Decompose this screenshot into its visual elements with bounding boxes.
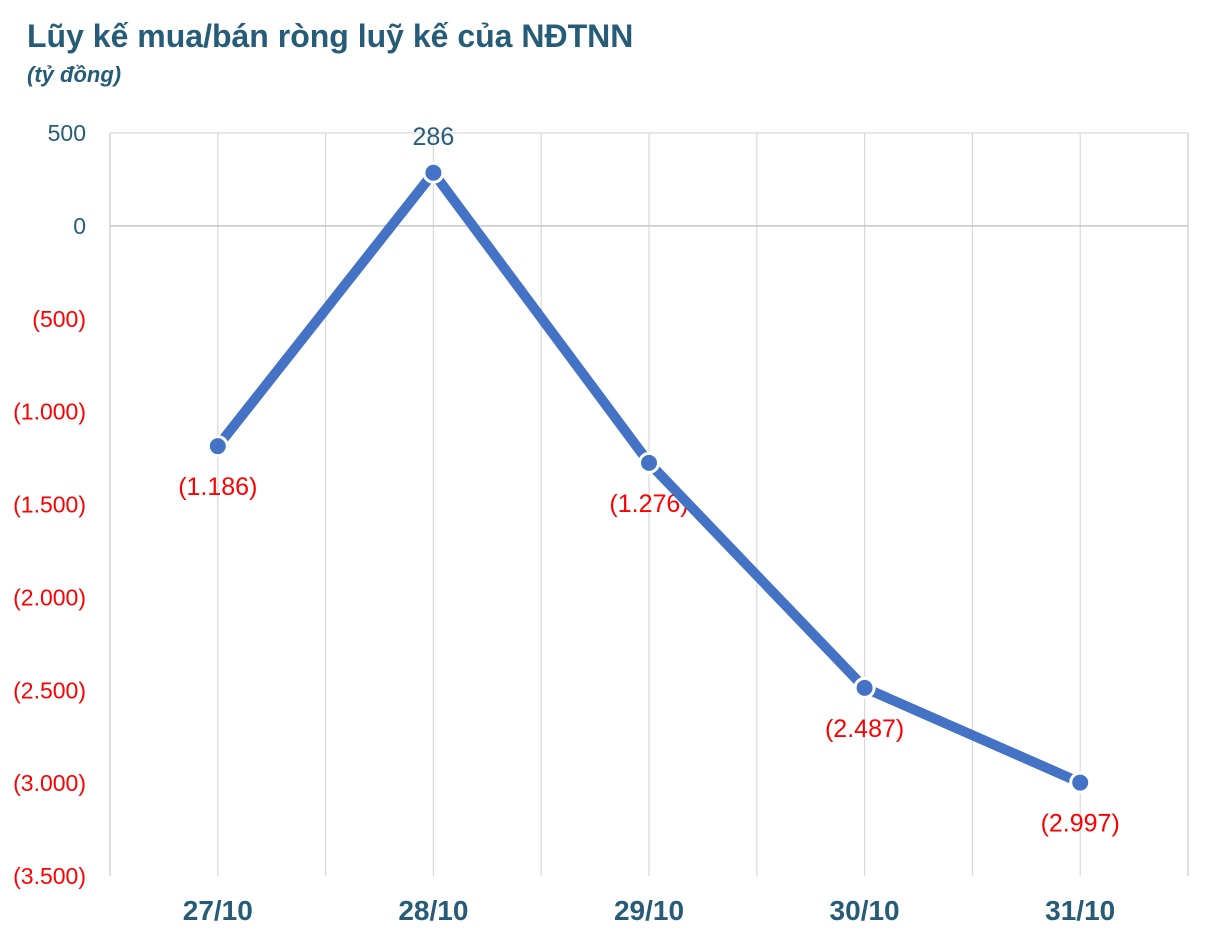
x-tick-label: 31/10 bbox=[1045, 895, 1115, 926]
y-tick-label: (2.000) bbox=[13, 584, 86, 610]
data-point-marker bbox=[853, 676, 876, 699]
data-point-label: (1.186) bbox=[178, 473, 257, 501]
chart-title: Lũy kế mua/bán ròng luỹ kế của NĐTNN bbox=[27, 18, 634, 54]
y-tick-label: (3.000) bbox=[13, 770, 86, 796]
chart-unit-subtitle: (tỷ đồng) bbox=[27, 62, 122, 87]
data-point-label: 286 bbox=[413, 123, 455, 151]
y-tick-label: 0 bbox=[73, 213, 86, 239]
data-point-marker bbox=[422, 161, 445, 184]
x-tick-label: 29/10 bbox=[614, 895, 684, 926]
y-tick-label: (3.500) bbox=[13, 863, 86, 889]
y-tick-label: (1.500) bbox=[13, 492, 86, 518]
data-point-label: (2.997) bbox=[1041, 810, 1120, 838]
data-point-label: (2.487) bbox=[825, 715, 904, 743]
x-tick-label: 30/10 bbox=[830, 895, 900, 926]
y-tick-label: (1.000) bbox=[13, 399, 86, 425]
data-point-marker bbox=[206, 435, 229, 458]
x-tick-label: 27/10 bbox=[183, 895, 253, 926]
y-tick-label: (2.500) bbox=[13, 677, 86, 703]
data-point-marker bbox=[1069, 771, 1092, 794]
x-tick-label: 28/10 bbox=[398, 895, 468, 926]
y-tick-label: 500 bbox=[48, 120, 86, 146]
y-tick-label: (500) bbox=[32, 306, 86, 332]
data-point-marker bbox=[638, 451, 660, 474]
